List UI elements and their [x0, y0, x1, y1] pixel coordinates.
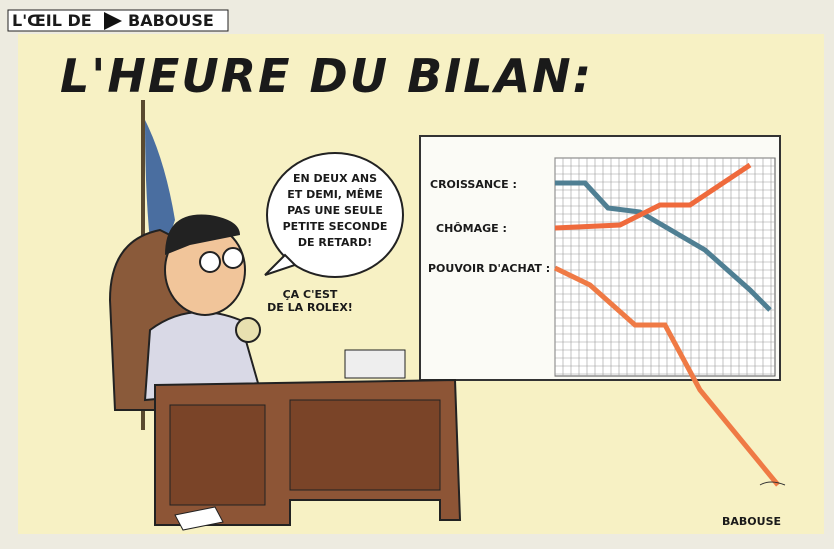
board-label: CHÔMAGE : — [436, 222, 507, 235]
aside-line: DE LA ROLEX! — [267, 301, 353, 314]
signature: BABOUSE — [722, 515, 781, 528]
watch — [236, 318, 260, 342]
aside-line: ÇA C'EST — [283, 288, 338, 301]
board-label: POUVOIR D'ACHAT : — [428, 262, 550, 275]
speech-line: DE RETARD! — [298, 236, 372, 249]
title: L'HEURE DU BILAN: — [60, 49, 593, 103]
desk-panel — [290, 400, 440, 490]
speech-line: EN DEUX ANS — [293, 172, 377, 185]
desk-drawer — [170, 405, 265, 505]
header-column: L'ŒIL DE — [12, 11, 92, 30]
glasses — [223, 248, 243, 268]
phone — [345, 350, 405, 378]
speech-line: PAS UNE SEULE — [287, 204, 383, 217]
speech-text: EN DEUX ANS ET DEMI, MÊME PAS UNE SEULE PET… — [283, 172, 388, 249]
board-label: CROISSANCE : — [430, 178, 517, 191]
grid-area — [555, 158, 775, 376]
cartoon: L'ŒIL DE BABOUSE L'HEURE DU BILAN: CROIS… — [0, 0, 834, 549]
header-author: BABOUSE — [128, 11, 214, 30]
speech-line: ET DEMI, MÊME — [287, 188, 382, 201]
speech-line: PETITE SECONDE — [283, 220, 388, 233]
glasses — [200, 252, 220, 272]
